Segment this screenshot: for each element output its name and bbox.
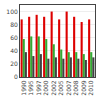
svg-text:2009: 2009 [80, 80, 87, 95]
svg-text:1990: 1990 [20, 80, 27, 95]
svg-text:2007: 2007 [65, 80, 72, 95]
svg-text:40: 40 [10, 47, 18, 54]
svg-text:2002: 2002 [50, 80, 57, 95]
svg-text:2000: 2000 [42, 80, 49, 95]
svg-text:1997: 1997 [35, 80, 42, 95]
svg-text:80: 80 [10, 21, 18, 28]
svg-text:1995: 1995 [27, 80, 34, 95]
svg-text:100: 100 [6, 8, 18, 15]
svg-text:2010: 2010 [87, 80, 94, 95]
svg-text:2005: 2005 [57, 80, 64, 95]
svg-text:60: 60 [10, 34, 18, 41]
svg-text:2008: 2008 [72, 80, 79, 95]
svg-text:0: 0 [14, 73, 18, 80]
svg-text:20: 20 [10, 60, 18, 67]
